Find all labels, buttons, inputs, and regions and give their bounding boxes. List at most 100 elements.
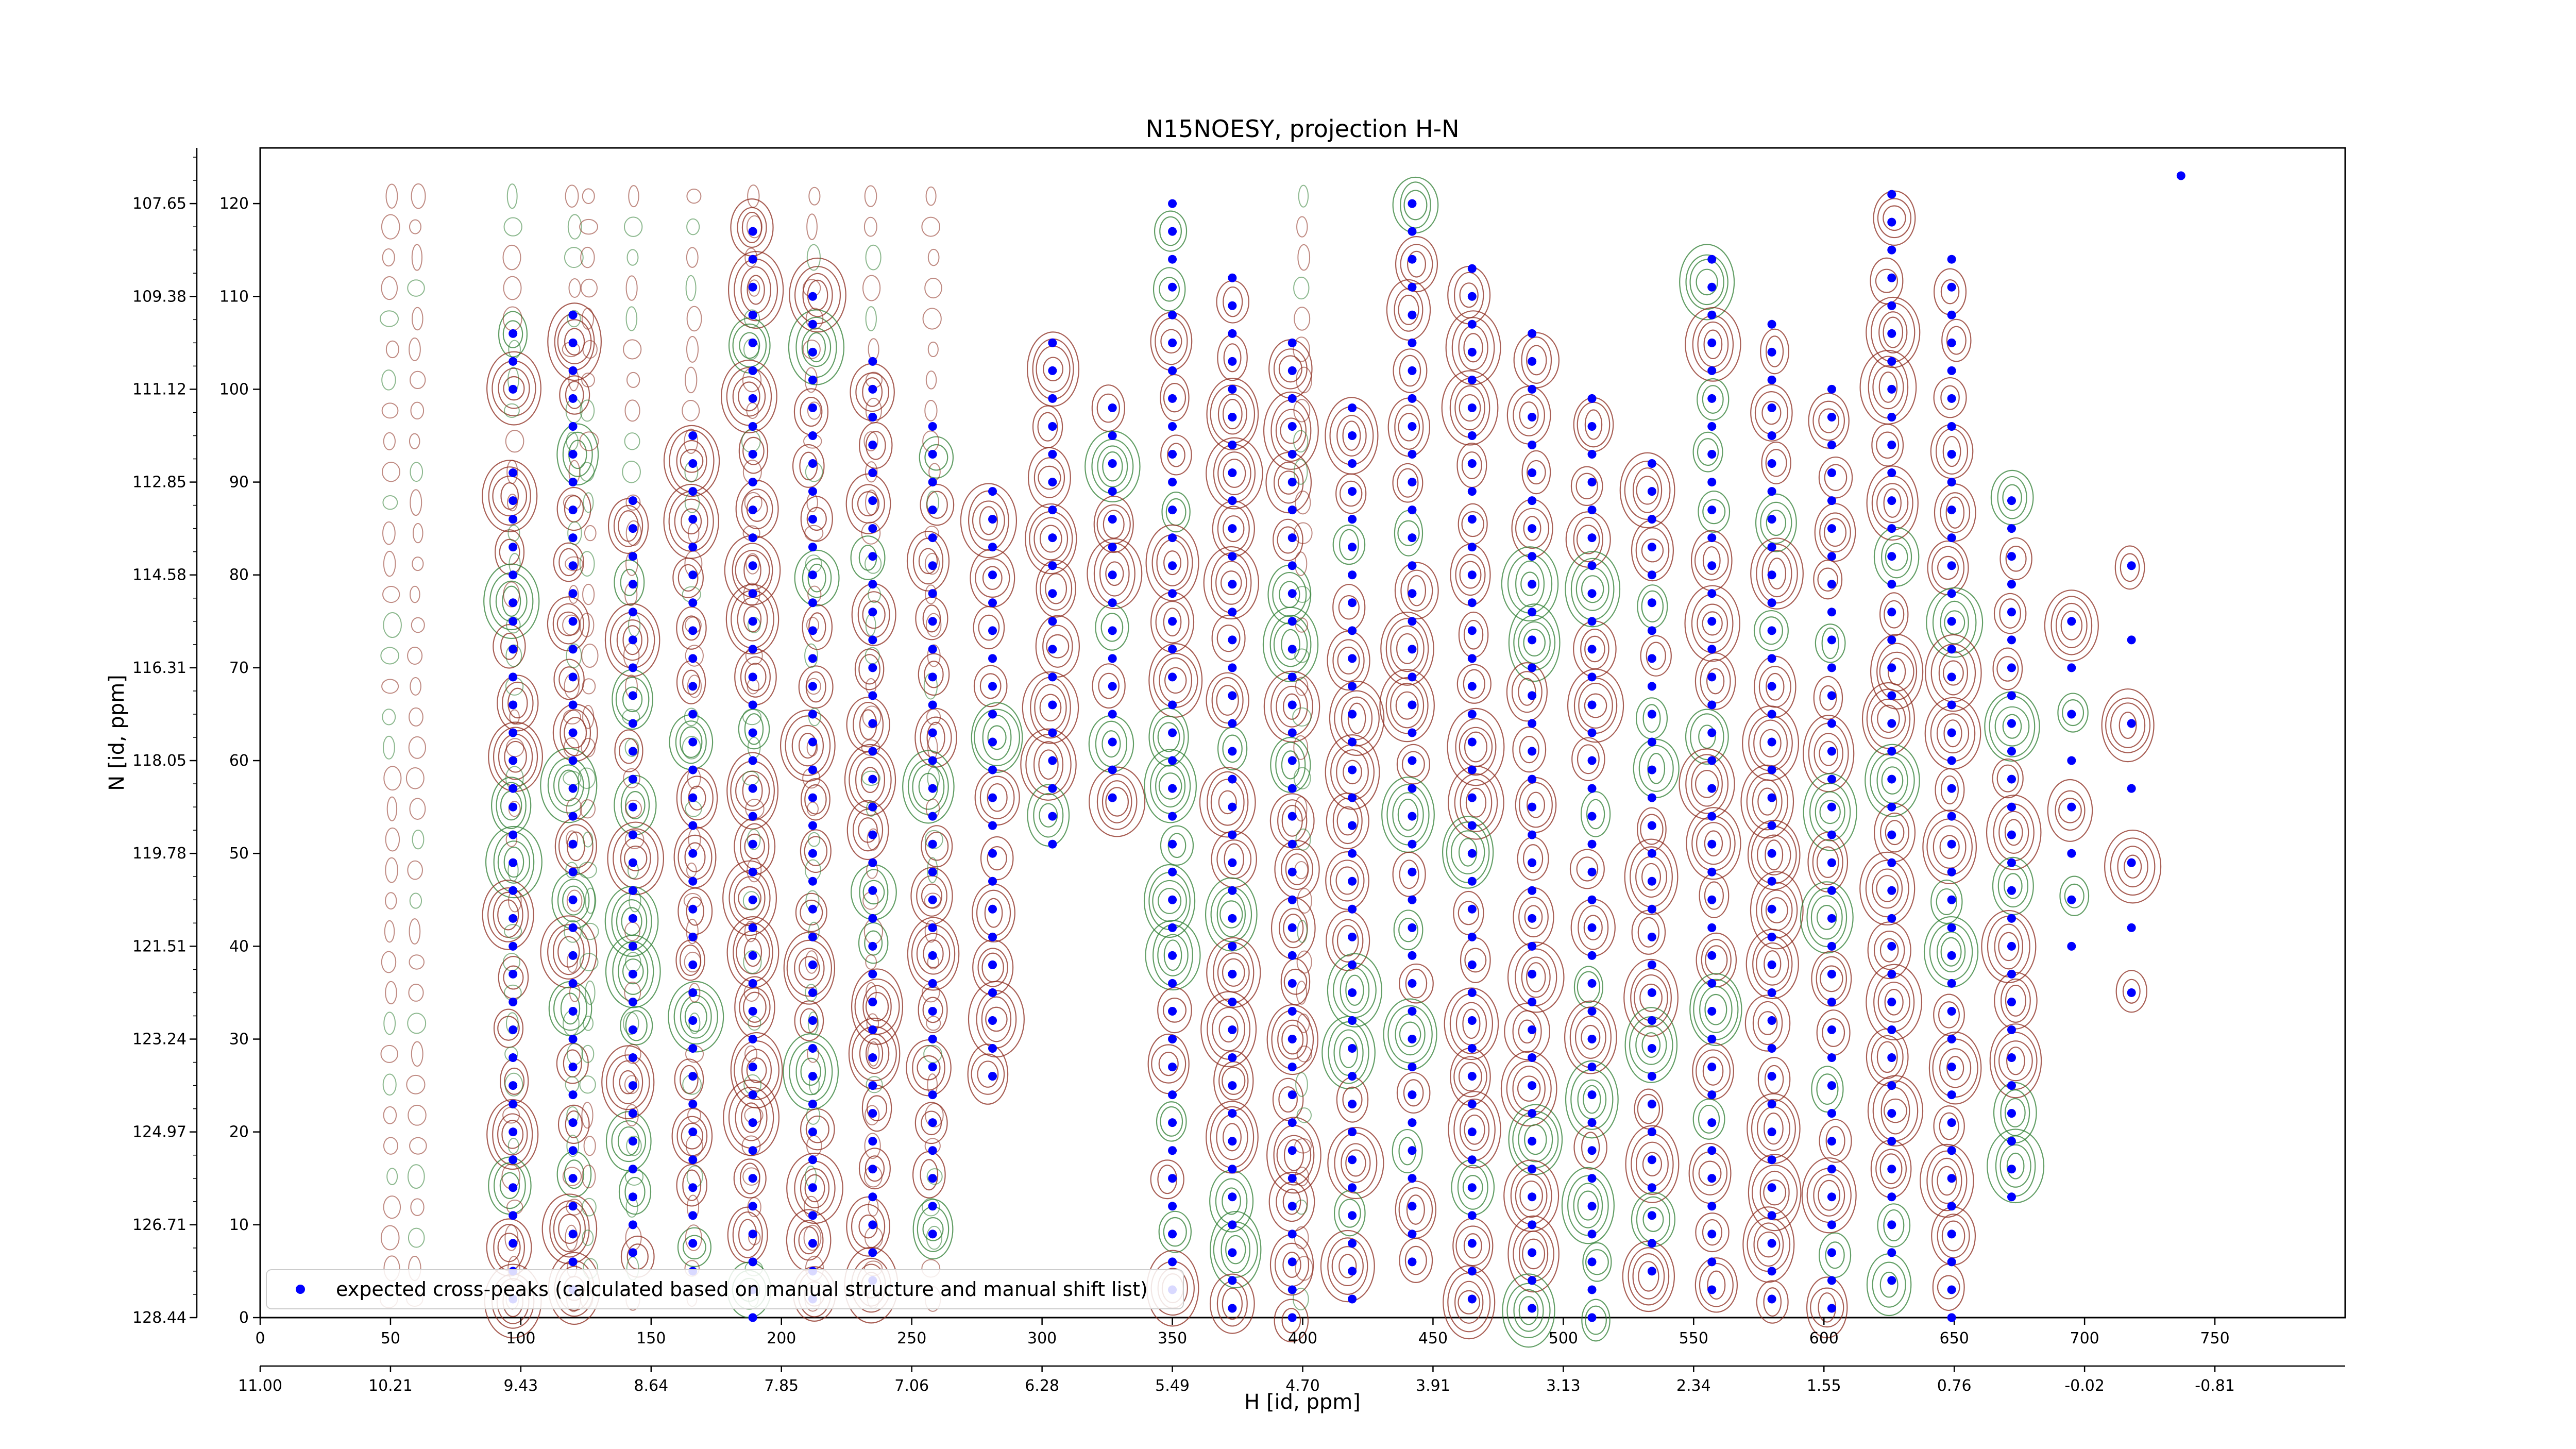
contour-ring (1753, 610, 1789, 651)
contour-ring (791, 724, 824, 767)
contour-ring (960, 483, 1018, 559)
contour-ring (381, 402, 399, 419)
contour-ring (741, 1049, 772, 1092)
contour-ring (858, 654, 880, 685)
cross-peak-point (1408, 700, 1417, 710)
contour-ring (1167, 443, 1185, 467)
contour-ring (579, 953, 599, 971)
cross-peak-point (1827, 969, 1836, 979)
cross-peak-point (1528, 997, 1537, 1006)
contour-ring (806, 332, 826, 363)
cross-peak-point (1528, 858, 1537, 867)
cross-peak-point (748, 338, 757, 347)
cross-peak-point (1947, 895, 1956, 904)
cross-peak-point (1467, 570, 1477, 580)
contour-ring (922, 1198, 940, 1217)
contour-ring (1341, 1143, 1371, 1183)
contour-ring (1989, 1023, 2042, 1099)
contour-ring (408, 1164, 425, 1189)
cross-peak-point (1467, 431, 1477, 440)
contour-ring (1293, 336, 1310, 362)
cross-peak-point (808, 1044, 817, 1053)
contour-ring (1507, 941, 1565, 1013)
cross-peak-point (1408, 979, 1417, 988)
cross-peak-point (1587, 1006, 1597, 1016)
contour-ring (1881, 535, 1912, 579)
contour-ring (1764, 1113, 1784, 1145)
contour-ring (675, 720, 707, 764)
contour-ring (744, 1045, 758, 1063)
contour-ring (558, 666, 580, 693)
contour-ring (385, 892, 397, 909)
cross-peak-point (628, 1248, 637, 1257)
contour-ring (1520, 571, 1539, 596)
contour-ring (1523, 629, 1546, 656)
cross-peak-point (509, 858, 518, 867)
cross-peak-point (1528, 774, 1537, 784)
contour-ring (1813, 1174, 1845, 1217)
cross-peak-point (628, 719, 637, 728)
contour-ring (409, 1137, 427, 1155)
cross-peak-point (1528, 802, 1537, 812)
contour-ring (1293, 735, 1309, 760)
cross-peak-point (2007, 524, 2016, 533)
contour-ring (1585, 1249, 1609, 1275)
cross-peak-point (1947, 784, 1956, 793)
contour-ring (2006, 1152, 2025, 1180)
cross-peak-point (1528, 969, 1537, 979)
contour-ring (1379, 669, 1435, 743)
cross-peak-point (988, 682, 997, 691)
cross-peak-point (1767, 793, 1776, 802)
contour-ring (1933, 1105, 1965, 1147)
contour-ring (1761, 441, 1791, 484)
contour-ring (2044, 589, 2099, 662)
contour-ring (382, 462, 400, 482)
cross-peak-point (568, 561, 578, 570)
cross-peak-point (1707, 533, 1717, 543)
cross-peak-point (1887, 1220, 1896, 1229)
contour-ring (1752, 1001, 1783, 1046)
cross-peak-point (1228, 663, 1237, 672)
cross-peak-point (1408, 728, 1417, 737)
contour-ring (1273, 518, 1303, 562)
cross-peak-point (1348, 1211, 1357, 1220)
cross-peak-point (928, 533, 937, 543)
cross-peak-point (1528, 914, 1537, 923)
contour-ring (1263, 391, 1319, 470)
contour-ring (1763, 1287, 1782, 1317)
contour-ring (494, 1162, 526, 1209)
contour-ring (1332, 798, 1363, 845)
contour-ring (1575, 473, 1598, 500)
x-axis: 0 50 100 150 200 250 300 350 400 450 500 550 600 650 7… (255, 1318, 2230, 1347)
y-ppm-tick-label: 116.31 (132, 659, 187, 677)
cross-peak-point (1467, 737, 1477, 747)
contour-ring (1347, 702, 1366, 734)
contour-ring (801, 778, 831, 821)
contour-ring (1938, 1001, 1960, 1029)
cross-peak-point (1528, 524, 1537, 533)
contour-ring (505, 430, 524, 453)
cross-peak-point (1767, 403, 1776, 412)
cross-peak-point (868, 384, 877, 394)
contour-ring (1702, 499, 1726, 525)
cross-peak-point (1408, 1257, 1417, 1267)
contour-ring (1222, 1187, 1241, 1215)
cross-peak-point (808, 626, 817, 635)
contour-ring (582, 188, 595, 204)
contour-ring (677, 564, 699, 592)
cross-peak-point (1707, 1174, 1717, 1183)
cross-peak-point (1168, 672, 1177, 682)
contour-ring (1760, 501, 1792, 544)
contour-ring (1458, 838, 1478, 867)
contour-ring (1093, 495, 1134, 553)
cross-peak-point (1228, 914, 1237, 923)
cross-peak-point (568, 867, 578, 877)
x-tick-label: 700 (2070, 1329, 2099, 1347)
contour-ring (1500, 1051, 1557, 1127)
contour-ring (967, 1043, 1009, 1105)
cross-peak-point (688, 932, 698, 941)
contour-ring (581, 373, 595, 387)
contour-ring (1282, 1252, 1301, 1278)
cross-peak-point (1287, 1174, 1297, 1183)
contour-ring (794, 549, 840, 606)
